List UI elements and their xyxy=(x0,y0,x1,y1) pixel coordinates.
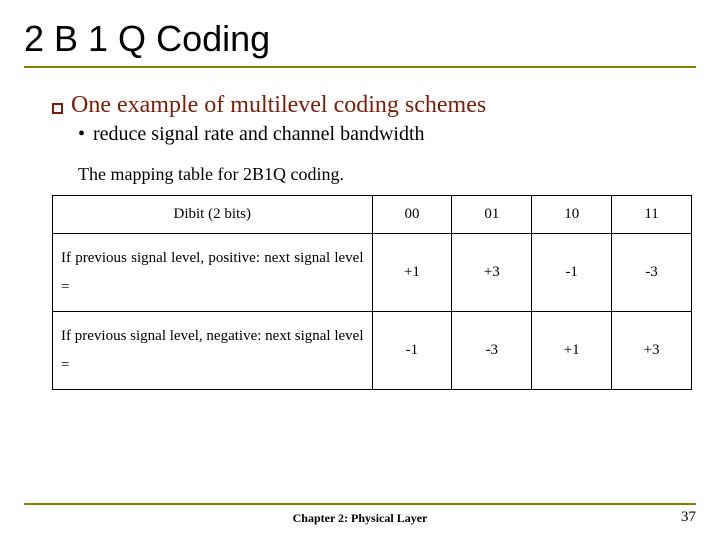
table-cell: +3 xyxy=(612,312,692,390)
table-caption: The mapping table for 2B1Q coding. xyxy=(52,164,692,185)
table-cell: -3 xyxy=(612,234,692,312)
mapping-table: Dibit (2 bits) 00 01 10 11 If previous s… xyxy=(52,195,692,390)
page-number: 37 xyxy=(681,509,696,526)
table-col-header: 00 xyxy=(372,196,452,234)
table-cell: -1 xyxy=(532,234,612,312)
table-header-label: Dibit (2 bits) xyxy=(53,196,373,234)
slide-body: One example of multilevel coding schemes… xyxy=(24,92,696,390)
slide-title: 2 B 1 Q Coding xyxy=(24,18,696,68)
table-col-header: 10 xyxy=(532,196,612,234)
footer-text: Chapter 2: Physical Layer xyxy=(293,511,428,526)
table-row: If previous signal level, positive: next… xyxy=(53,234,692,312)
table-row: Dibit (2 bits) 00 01 10 11 xyxy=(53,196,692,234)
bullet-level-1: One example of multilevel coding schemes xyxy=(52,92,692,119)
table-col-header: 01 xyxy=(452,196,532,234)
table-cell: +1 xyxy=(532,312,612,390)
table-cell: +3 xyxy=(452,234,532,312)
lvl2-text: reduce signal rate and channel bandwidth xyxy=(93,123,425,146)
bullet-level-2: • reduce signal rate and channel bandwid… xyxy=(52,123,692,146)
table-cell: +1 xyxy=(372,234,452,312)
table-cell: -1 xyxy=(372,312,452,390)
table-col-header: 11 xyxy=(612,196,692,234)
table-cell: -3 xyxy=(452,312,532,390)
square-bullet-icon xyxy=(52,103,63,114)
slide-footer: Chapter 2: Physical Layer xyxy=(24,503,696,526)
table-row-label: If previous signal level, positive: next… xyxy=(53,234,373,312)
lvl1-text: One example of multilevel coding schemes xyxy=(71,92,486,119)
table-row: If previous signal level, negative: next… xyxy=(53,312,692,390)
table-row-label: If previous signal level, negative: next… xyxy=(53,312,373,390)
dot-bullet-icon: • xyxy=(78,124,85,144)
slide: 2 B 1 Q Coding One example of multilevel… xyxy=(0,0,720,540)
